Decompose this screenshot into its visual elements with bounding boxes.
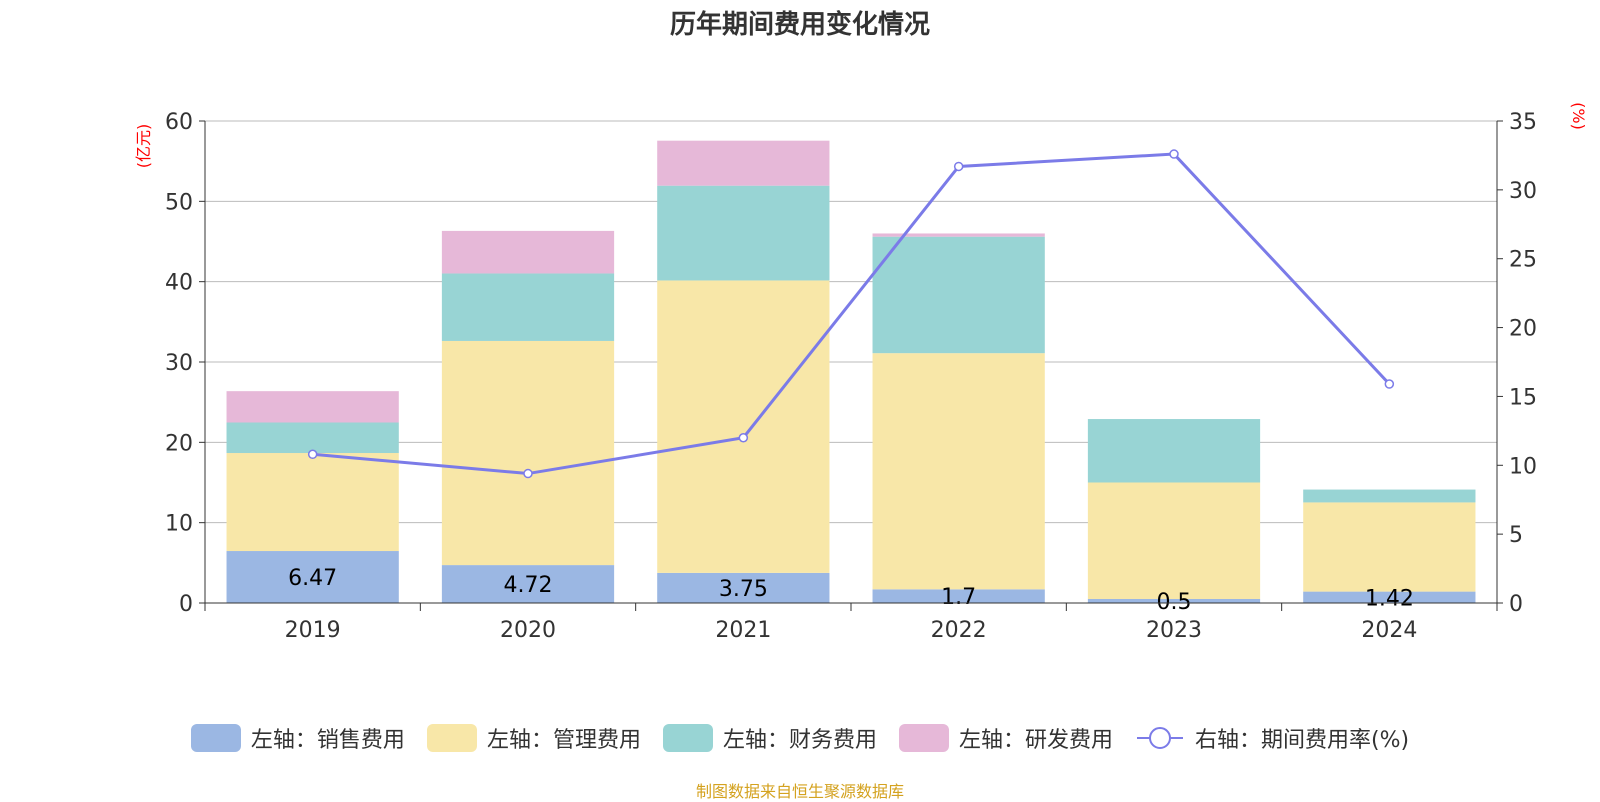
bar-sales bbox=[1087, 598, 1261, 603]
bar-rnd bbox=[441, 230, 615, 274]
rate-line bbox=[312, 152, 1391, 476]
right-axis-tick-label: 30 bbox=[1509, 179, 1537, 204]
bar-layer bbox=[226, 140, 1476, 603]
legend-label: 左轴：研发费用 bbox=[958, 728, 1113, 753]
bar-finance bbox=[657, 185, 830, 281]
left-axis-tick-label: 60 bbox=[165, 110, 193, 135]
data-label-sales: 3.75 bbox=[719, 577, 768, 602]
bar-finance bbox=[226, 422, 399, 454]
right-axis-tick-label: 20 bbox=[1509, 317, 1537, 342]
right-axis-tick-label: 15 bbox=[1509, 385, 1537, 410]
rate-point bbox=[1169, 149, 1179, 159]
legend-swatch-admin bbox=[426, 724, 477, 752]
left-axis-tick-label: 0 bbox=[179, 592, 193, 617]
rate-point bbox=[953, 161, 964, 172]
x-axis-tick-label: 2023 bbox=[1146, 618, 1202, 643]
data-label-sales: 1.42 bbox=[1365, 586, 1414, 611]
right-axis-tick-label: 0 bbox=[1509, 592, 1523, 617]
bar-admin bbox=[441, 340, 615, 566]
x-axis-tick-label: 2021 bbox=[715, 618, 771, 643]
rate-point bbox=[738, 432, 749, 443]
x-axis-tick-label: 2024 bbox=[1361, 618, 1417, 643]
data-label-sales: 4.72 bbox=[504, 573, 553, 598]
legend-label: 左轴：销售费用 bbox=[250, 728, 405, 753]
rate-point bbox=[307, 449, 318, 460]
data-label-layer: 6.47 4.72 3.75 1.7 0.5 1.42 bbox=[288, 566, 1414, 615]
bar-sales bbox=[1303, 591, 1476, 603]
rate-line-layer bbox=[307, 149, 1395, 479]
left-axis-tick-label: 40 bbox=[165, 271, 193, 296]
right-axis-tick-label: 5 bbox=[1509, 523, 1523, 548]
grid-lines bbox=[205, 120, 1497, 524]
left-axis-tick-label: 30 bbox=[165, 351, 193, 376]
bar-sales bbox=[872, 589, 1045, 603]
bar-admin bbox=[1087, 482, 1261, 599]
chart-canvas: 6.47 4.72 3.75 1.7 0.5 1.42 0 10 20 30 40 50 60 0 5 10… bbox=[134, 102, 1588, 643]
legend-swatch-line-marker-icon bbox=[1136, 727, 1183, 749]
right-axis-tick-label: 10 bbox=[1509, 454, 1537, 479]
x-axis-tick-label: 2020 bbox=[500, 618, 556, 643]
bar-finance bbox=[1303, 489, 1476, 503]
legend-label: 左轴：管理费用 bbox=[486, 728, 641, 753]
legend-label: 左轴：财务费用 bbox=[722, 728, 877, 753]
chart-title: 历年期间费用变化情况 bbox=[669, 10, 930, 40]
legend-label: 右轴：期间费用率(%) bbox=[1194, 728, 1410, 753]
bar-admin bbox=[657, 280, 830, 573]
left-axis-tick-label: 10 bbox=[165, 512, 193, 537]
source-note: 制图数据来自恒生聚源数据库 bbox=[695, 782, 904, 801]
legend-item-finance[interactable]: 左轴：财务费用 bbox=[662, 722, 877, 754]
rate-point bbox=[1384, 379, 1395, 389]
bar-rnd bbox=[226, 391, 399, 423]
left-axis-unit-label: (亿元) bbox=[134, 124, 153, 169]
legend: 左轴：销售费用 左轴：管理费用 左轴：财务费用 左轴：研发费用 右轴：期间费用率(%) bbox=[0, 718, 1600, 758]
legend-swatch-rnd bbox=[898, 724, 949, 752]
bar-finance bbox=[872, 236, 1045, 354]
bar-sales bbox=[226, 551, 399, 603]
bar-sales bbox=[657, 572, 830, 603]
legend-item-admin[interactable]: 左轴：管理费用 bbox=[426, 722, 641, 754]
legend-item-rnd[interactable]: 左轴：研发费用 bbox=[898, 722, 1113, 754]
bar-admin bbox=[226, 453, 399, 552]
legend-swatch-finance bbox=[662, 724, 713, 752]
legend-item-sales[interactable]: 左轴：销售费用 bbox=[190, 722, 405, 754]
left-axis-tick-label: 20 bbox=[165, 431, 193, 456]
x-axis-tick-label: 2022 bbox=[931, 618, 987, 643]
bar-rnd bbox=[872, 233, 1045, 237]
bar-rnd bbox=[657, 140, 830, 186]
bar-finance bbox=[441, 273, 615, 341]
bar-finance bbox=[1087, 419, 1261, 483]
data-label-sales: 1.7 bbox=[941, 585, 976, 610]
bar-sales bbox=[441, 565, 615, 603]
data-label-sales: 0.5 bbox=[1157, 590, 1192, 615]
right-axis-tick-label: 25 bbox=[1509, 248, 1537, 273]
x-axis-tick-label: 2019 bbox=[285, 618, 341, 643]
legend-swatch-sales bbox=[190, 724, 241, 752]
right-axis-unit-label: (%) bbox=[1569, 102, 1588, 130]
axes: 0 10 20 30 40 50 60 0 5 10 15 20 25 30 35 2019 2020 2021 2… bbox=[134, 102, 1588, 643]
left-axis-tick-label: 50 bbox=[165, 190, 193, 215]
data-label-sales: 6.47 bbox=[288, 566, 337, 591]
bar-admin bbox=[1303, 502, 1476, 592]
legend-item-rate[interactable]: 右轴：期间费用率(%) bbox=[1135, 722, 1409, 754]
bar-admin bbox=[872, 353, 1045, 590]
right-axis-tick-label: 35 bbox=[1509, 110, 1537, 135]
rate-point bbox=[523, 468, 533, 479]
